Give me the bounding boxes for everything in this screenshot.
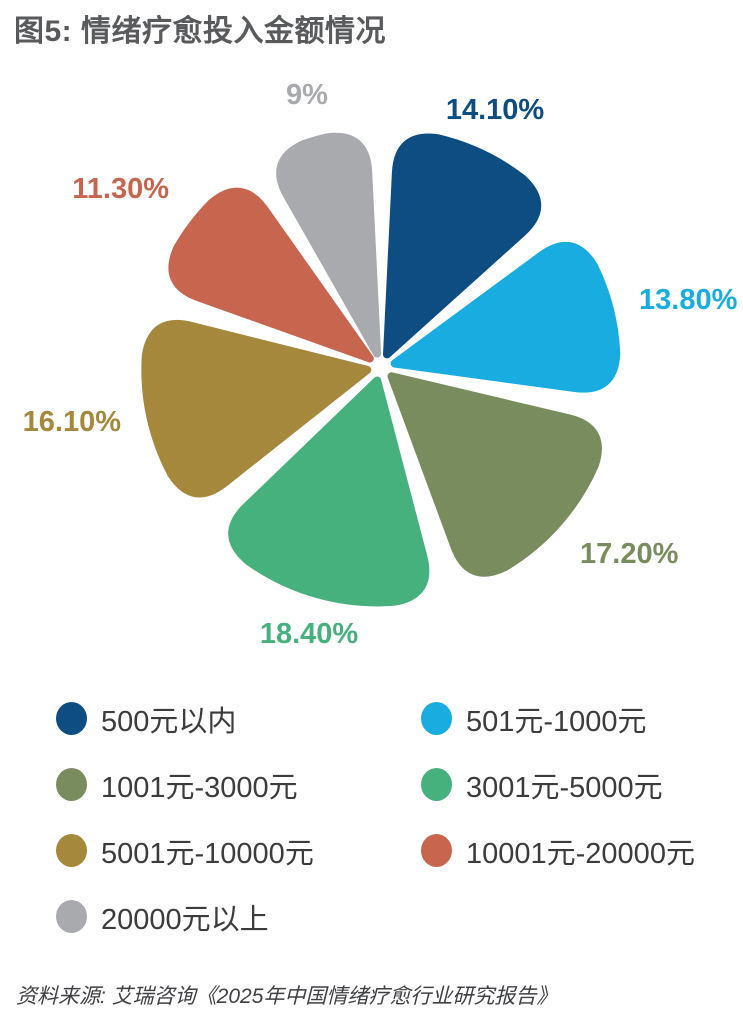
legend-swatch <box>56 768 87 801</box>
legend-item: 500元以内 <box>56 702 421 738</box>
slice-value-label-1: 13.80% <box>639 284 738 316</box>
legend-item: 20000元以上 <box>56 900 421 936</box>
slice-value-label-6: 9% <box>286 80 328 111</box>
legend-label: 10001元-20000元 <box>466 837 695 870</box>
pie-slice-1 <box>390 241 621 393</box>
legend-swatch <box>56 900 87 933</box>
legend-item: 3001元-5000元 <box>421 768 716 804</box>
legend-item: 501元-1000元 <box>421 702 716 738</box>
pie-chart-svg: 14.10% 13.80% 17.20% 18.40% 16.10% 11.30% 9% <box>23 79 738 650</box>
legend-item: 5001元-10000元 <box>56 834 421 870</box>
source-note: 资料来源: 艾瑞咨询《2025年中国情绪疗愈行业研究报告》 <box>16 985 558 1008</box>
pie-slice-2 <box>387 372 602 577</box>
slice-value-label-3: 18.40% <box>260 618 359 650</box>
legend-label: 501元-1000元 <box>466 705 647 738</box>
slice-value-label-4: 16.10% <box>23 406 122 438</box>
legend-swatch <box>56 834 87 867</box>
pie-slice-0 <box>383 133 542 359</box>
legend-swatch <box>421 702 452 735</box>
legend-label: 3001元-5000元 <box>466 771 663 804</box>
legend-label: 20000元以上 <box>101 903 269 936</box>
legend-label: 1001元-3000元 <box>101 771 298 804</box>
slice-value-label-2: 17.20% <box>580 538 679 570</box>
pie-slice-5 <box>168 187 374 363</box>
legend-swatch <box>421 834 452 867</box>
pie-chart-figure: 14.10% 13.80% 17.20% 18.40% 16.10% 11.30% 9% <box>0 79 743 680</box>
legend-item: 1001元-3000元 <box>56 768 421 804</box>
slice-value-label-5: 11.30% <box>72 173 169 205</box>
legend-label: 500元以内 <box>101 705 237 738</box>
page-title: 图5: 情绪疗愈投入金额情况 <box>14 15 387 48</box>
legend-swatch <box>421 768 452 801</box>
pie-slice-3 <box>228 376 430 607</box>
chart-legend: 500元以内 501元-1000元 1001元-3000元 3001元-5000元 50… <box>56 702 716 936</box>
pie-slice-6 <box>276 132 382 358</box>
legend-item: 10001元-20000元 <box>421 834 716 870</box>
pie-slice-4 <box>141 319 372 498</box>
legend-label: 5001元-10000元 <box>101 837 314 870</box>
slice-value-label-0: 14.10% <box>446 94 545 126</box>
legend-swatch <box>56 702 87 735</box>
